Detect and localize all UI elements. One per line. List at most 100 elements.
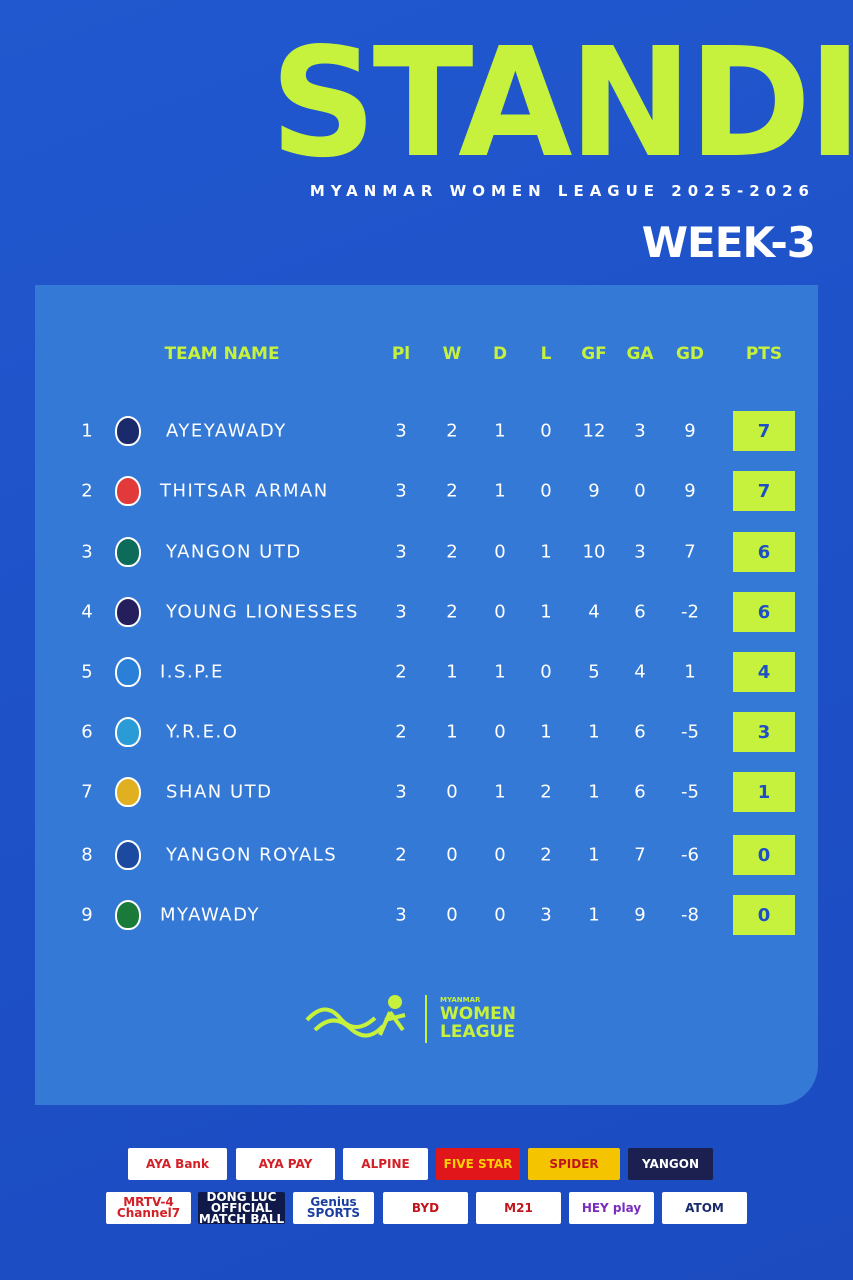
stat-cell: 9 <box>684 480 696 502</box>
points: 6 <box>733 532 795 572</box>
column-header: GA <box>626 344 654 364</box>
team-logo <box>115 657 141 687</box>
stat-cell: 1 <box>494 781 506 803</box>
sponsor-logo: MRTV-4 Channel7 <box>106 1192 191 1224</box>
sponsor-logo: AYA Bank <box>128 1148 227 1180</box>
column-header: GF <box>581 344 607 364</box>
sponsor-logo: AYA PAY <box>236 1148 335 1180</box>
stat-cell: 10 <box>582 541 606 563</box>
subtitle: MYANMAR WOMEN LEAGUE 2025-2026 <box>309 182 815 200</box>
rank: 8 <box>81 844 93 866</box>
stat-cell: 2 <box>446 480 458 502</box>
sponsor-logo: YANGON <box>628 1148 713 1180</box>
column-header: GD <box>675 344 705 364</box>
column-header: D <box>492 344 508 364</box>
team-logo <box>115 840 141 870</box>
stat-cell: 2 <box>446 541 458 563</box>
stat-cell: 0 <box>446 904 458 926</box>
team-logo <box>115 717 141 747</box>
stat-cell: 0 <box>540 480 552 502</box>
rank: 4 <box>81 601 93 623</box>
rank: 5 <box>81 661 93 683</box>
stat-cell: 3 <box>540 904 552 926</box>
team-logo <box>115 537 141 567</box>
sponsor-logo: ATOM <box>662 1192 747 1224</box>
team-logo <box>115 476 141 506</box>
divider <box>425 995 427 1043</box>
team-name: MYAWADY <box>160 904 260 926</box>
stat-cell: 1 <box>588 904 600 926</box>
team-logo <box>115 900 141 930</box>
team-name: YOUNG LIONESSES <box>166 601 359 623</box>
league-name: WOMEN LEAGUE <box>440 1004 516 1042</box>
sponsor-logo: BYD <box>383 1192 468 1224</box>
stat-cell: 2 <box>446 601 458 623</box>
stat-cell: 3 <box>634 420 646 442</box>
rank: 3 <box>81 541 93 563</box>
rank: 2 <box>81 480 93 502</box>
rank: 1 <box>81 420 93 442</box>
stat-cell: 3 <box>395 420 407 442</box>
points: 4 <box>733 652 795 692</box>
stat-cell: 4 <box>588 601 600 623</box>
stat-cell: 1 <box>684 661 696 683</box>
team-name: THITSAR ARMAN <box>160 480 329 502</box>
stat-cell: 0 <box>540 420 552 442</box>
stat-cell: 3 <box>395 601 407 623</box>
stat-cell: 1 <box>494 420 506 442</box>
stat-cell: 1 <box>588 844 600 866</box>
stat-cell: -5 <box>681 721 699 743</box>
league-top: MYANMAR <box>440 996 481 1004</box>
points: 7 <box>733 471 795 511</box>
stat-cell: 6 <box>634 601 646 623</box>
sponsor-logo: Genius SPORTS <box>293 1192 374 1224</box>
week-label: WEEK-3 <box>641 218 816 267</box>
column-header: W <box>442 344 462 364</box>
points: 6 <box>733 592 795 632</box>
stat-cell: 0 <box>494 541 506 563</box>
stat-cell: 0 <box>446 781 458 803</box>
sponsor-logo: DONG LUC OFFICIAL MATCH BALL <box>198 1189 285 1226</box>
stat-cell: 1 <box>588 721 600 743</box>
points: 3 <box>733 712 795 752</box>
sponsor-logo: FIVE STAR <box>436 1148 520 1180</box>
stat-cell: 2 <box>446 420 458 442</box>
stat-cell: 2 <box>395 721 407 743</box>
stat-cell: 1 <box>446 661 458 683</box>
stat-cell: 3 <box>395 781 407 803</box>
team-logo <box>115 416 141 446</box>
stat-cell: 0 <box>540 661 552 683</box>
stat-cell: 7 <box>634 844 646 866</box>
stat-cell: 9 <box>588 480 600 502</box>
table-panel <box>35 285 818 1105</box>
team-name: AYEYAWADY <box>166 420 287 442</box>
points: 0 <box>733 835 795 875</box>
team-logo <box>115 777 141 807</box>
points: 7 <box>733 411 795 451</box>
title: STANDING <box>270 15 853 191</box>
stat-cell: -2 <box>681 601 699 623</box>
stat-cell: 12 <box>582 420 606 442</box>
stat-cell: 9 <box>634 904 646 926</box>
rank: 6 <box>81 721 93 743</box>
sponsor-logo: M21 <box>476 1192 561 1224</box>
stat-cell: 1 <box>494 661 506 683</box>
team-name: I.S.P.E <box>160 661 224 683</box>
stat-cell: 1 <box>540 721 552 743</box>
team-name: SHAN UTD <box>166 781 273 803</box>
column-header: Pl <box>391 344 411 364</box>
points: 1 <box>733 772 795 812</box>
team-logo <box>115 597 141 627</box>
stat-cell: 3 <box>395 904 407 926</box>
stat-cell: 0 <box>494 844 506 866</box>
column-header: L <box>540 344 552 364</box>
sponsor-logo: HEY play <box>569 1192 654 1224</box>
stat-cell: 2 <box>540 844 552 866</box>
stat-cell: 3 <box>395 480 407 502</box>
stat-cell: 1 <box>540 541 552 563</box>
stat-cell: 3 <box>634 541 646 563</box>
stat-cell: 1 <box>494 480 506 502</box>
stat-cell: 6 <box>634 721 646 743</box>
stat-cell: 4 <box>634 661 646 683</box>
